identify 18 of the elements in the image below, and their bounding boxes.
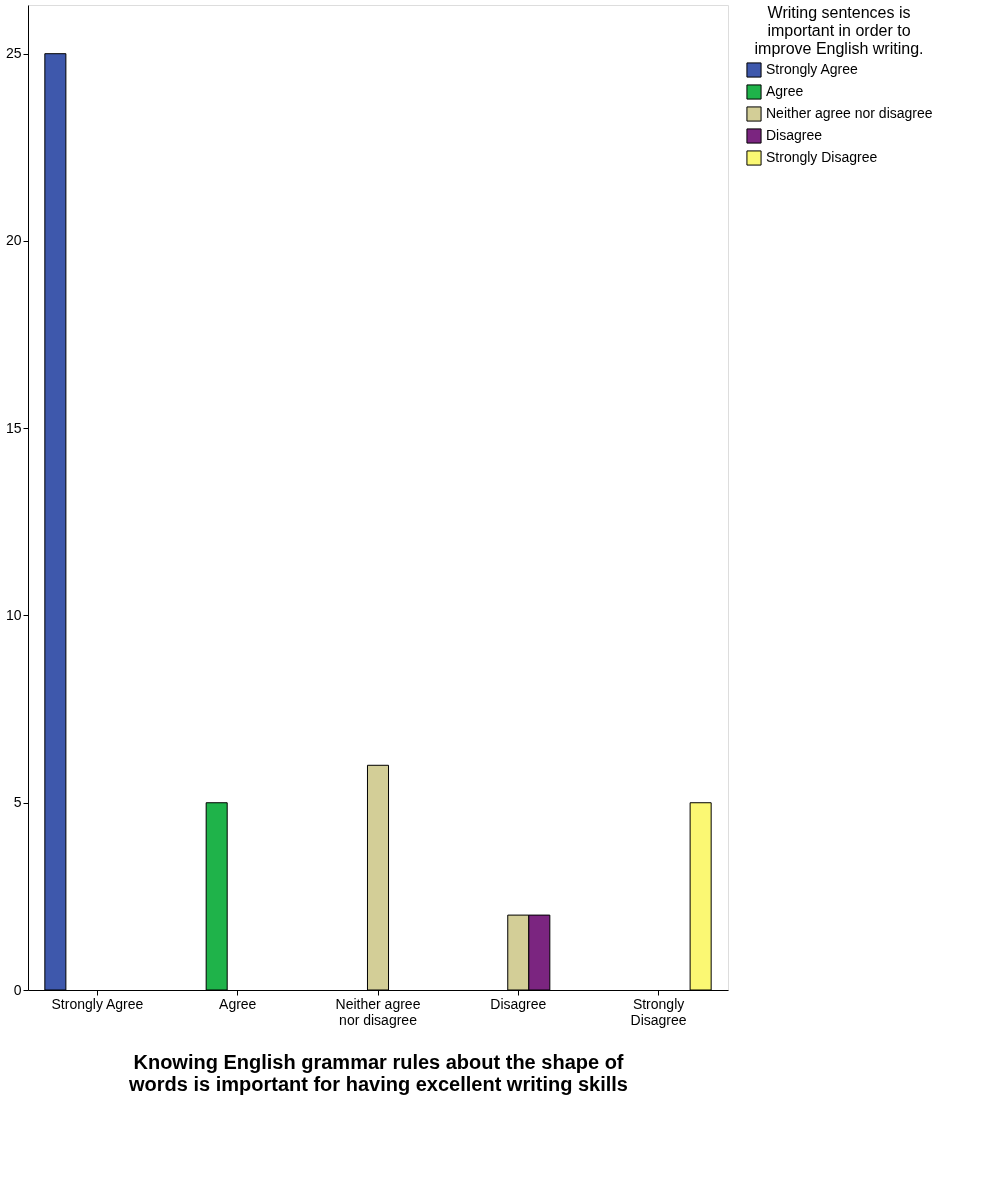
legend-label: Strongly Agree xyxy=(766,61,859,77)
x-axis-title: Knowing English grammar rules about the shape of words is important for having excellent writing skills xyxy=(128,1050,628,1095)
x-tick-label: Neither agree nor disagree xyxy=(335,995,421,1028)
legend-label: Neither agree nor disagree xyxy=(766,105,933,121)
legend-label: Agree xyxy=(766,83,804,99)
x-tick-label: Disagree xyxy=(490,995,547,1012)
y-tick-label: 20 xyxy=(5,232,22,249)
x-tick-label: Strongly Disagree xyxy=(630,995,687,1028)
y-tick-label: 10 xyxy=(5,606,22,623)
y-tick-label: 5 xyxy=(13,794,22,811)
y-tick-label: 0 xyxy=(13,981,22,998)
legend-title: Writing sentences is important in order to improve English writing. xyxy=(754,4,924,57)
x-tick-label: Strongly Agree xyxy=(51,995,144,1012)
y-tick-label: 25 xyxy=(5,45,22,62)
x-tick-label: Agree xyxy=(219,995,257,1012)
legend-label: Strongly Disagree xyxy=(766,149,878,165)
y-tick-label: 15 xyxy=(5,419,22,436)
legend-label: Disagree xyxy=(766,127,823,143)
